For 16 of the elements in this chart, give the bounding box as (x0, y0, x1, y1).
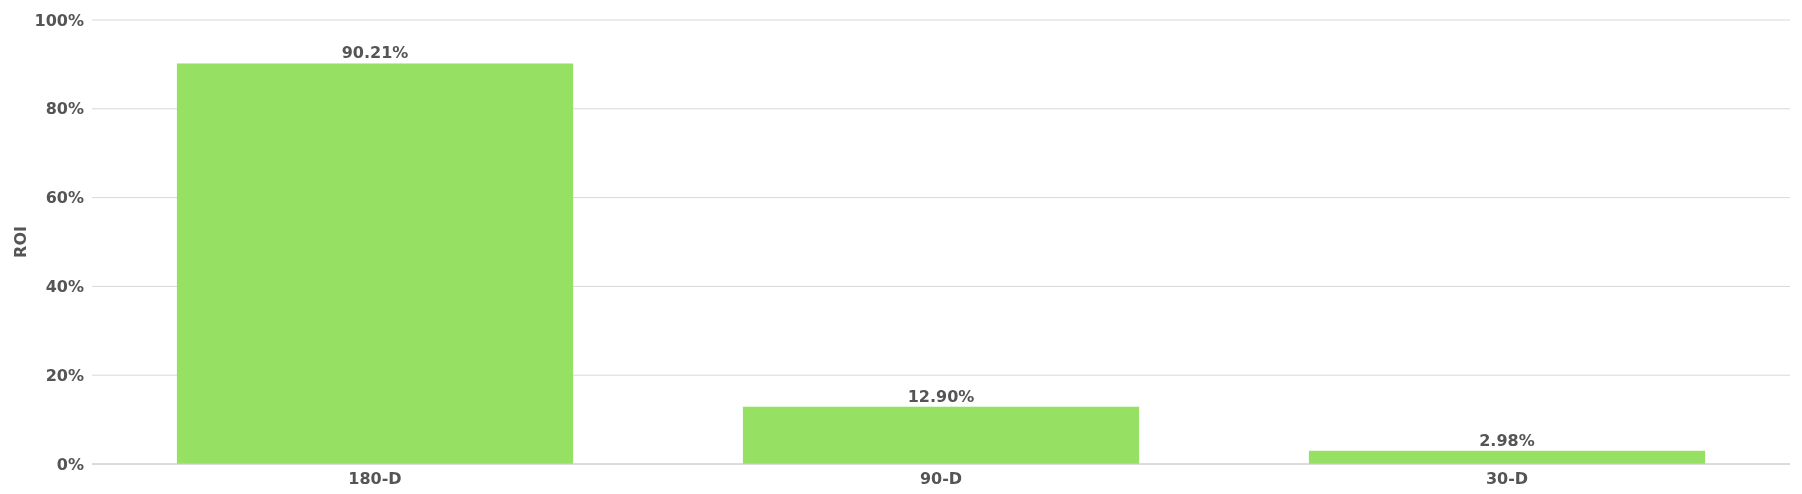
y-tick-label: 0% (56, 454, 84, 474)
x-tick-label: 180-D (348, 469, 402, 488)
bar (742, 406, 1140, 464)
y-tick-label: 100% (34, 10, 84, 30)
data-label: 90.21% (341, 43, 409, 63)
y-tick-label: 80% (45, 99, 84, 119)
y-axis-title: ROI (11, 226, 30, 258)
bar (1308, 450, 1706, 464)
data-label: 12.90% (907, 386, 975, 406)
x-tick-label: 30-D (1485, 469, 1529, 488)
y-tick-label: 20% (45, 365, 84, 385)
x-tick-label: 90-D (919, 469, 963, 488)
y-tick-label: 60% (45, 188, 84, 208)
bar (176, 63, 574, 464)
data-label: 2.98% (1479, 430, 1535, 450)
y-tick-label: 40% (45, 277, 84, 296)
